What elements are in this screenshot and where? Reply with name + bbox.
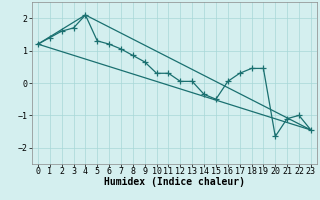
X-axis label: Humidex (Indice chaleur): Humidex (Indice chaleur) [104, 177, 245, 187]
